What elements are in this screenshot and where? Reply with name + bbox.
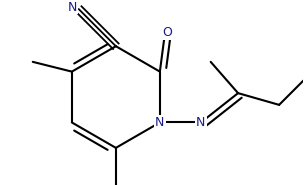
Text: N: N (196, 116, 206, 129)
Text: N: N (155, 116, 165, 129)
Text: O: O (162, 26, 172, 39)
Text: N: N (68, 1, 77, 14)
